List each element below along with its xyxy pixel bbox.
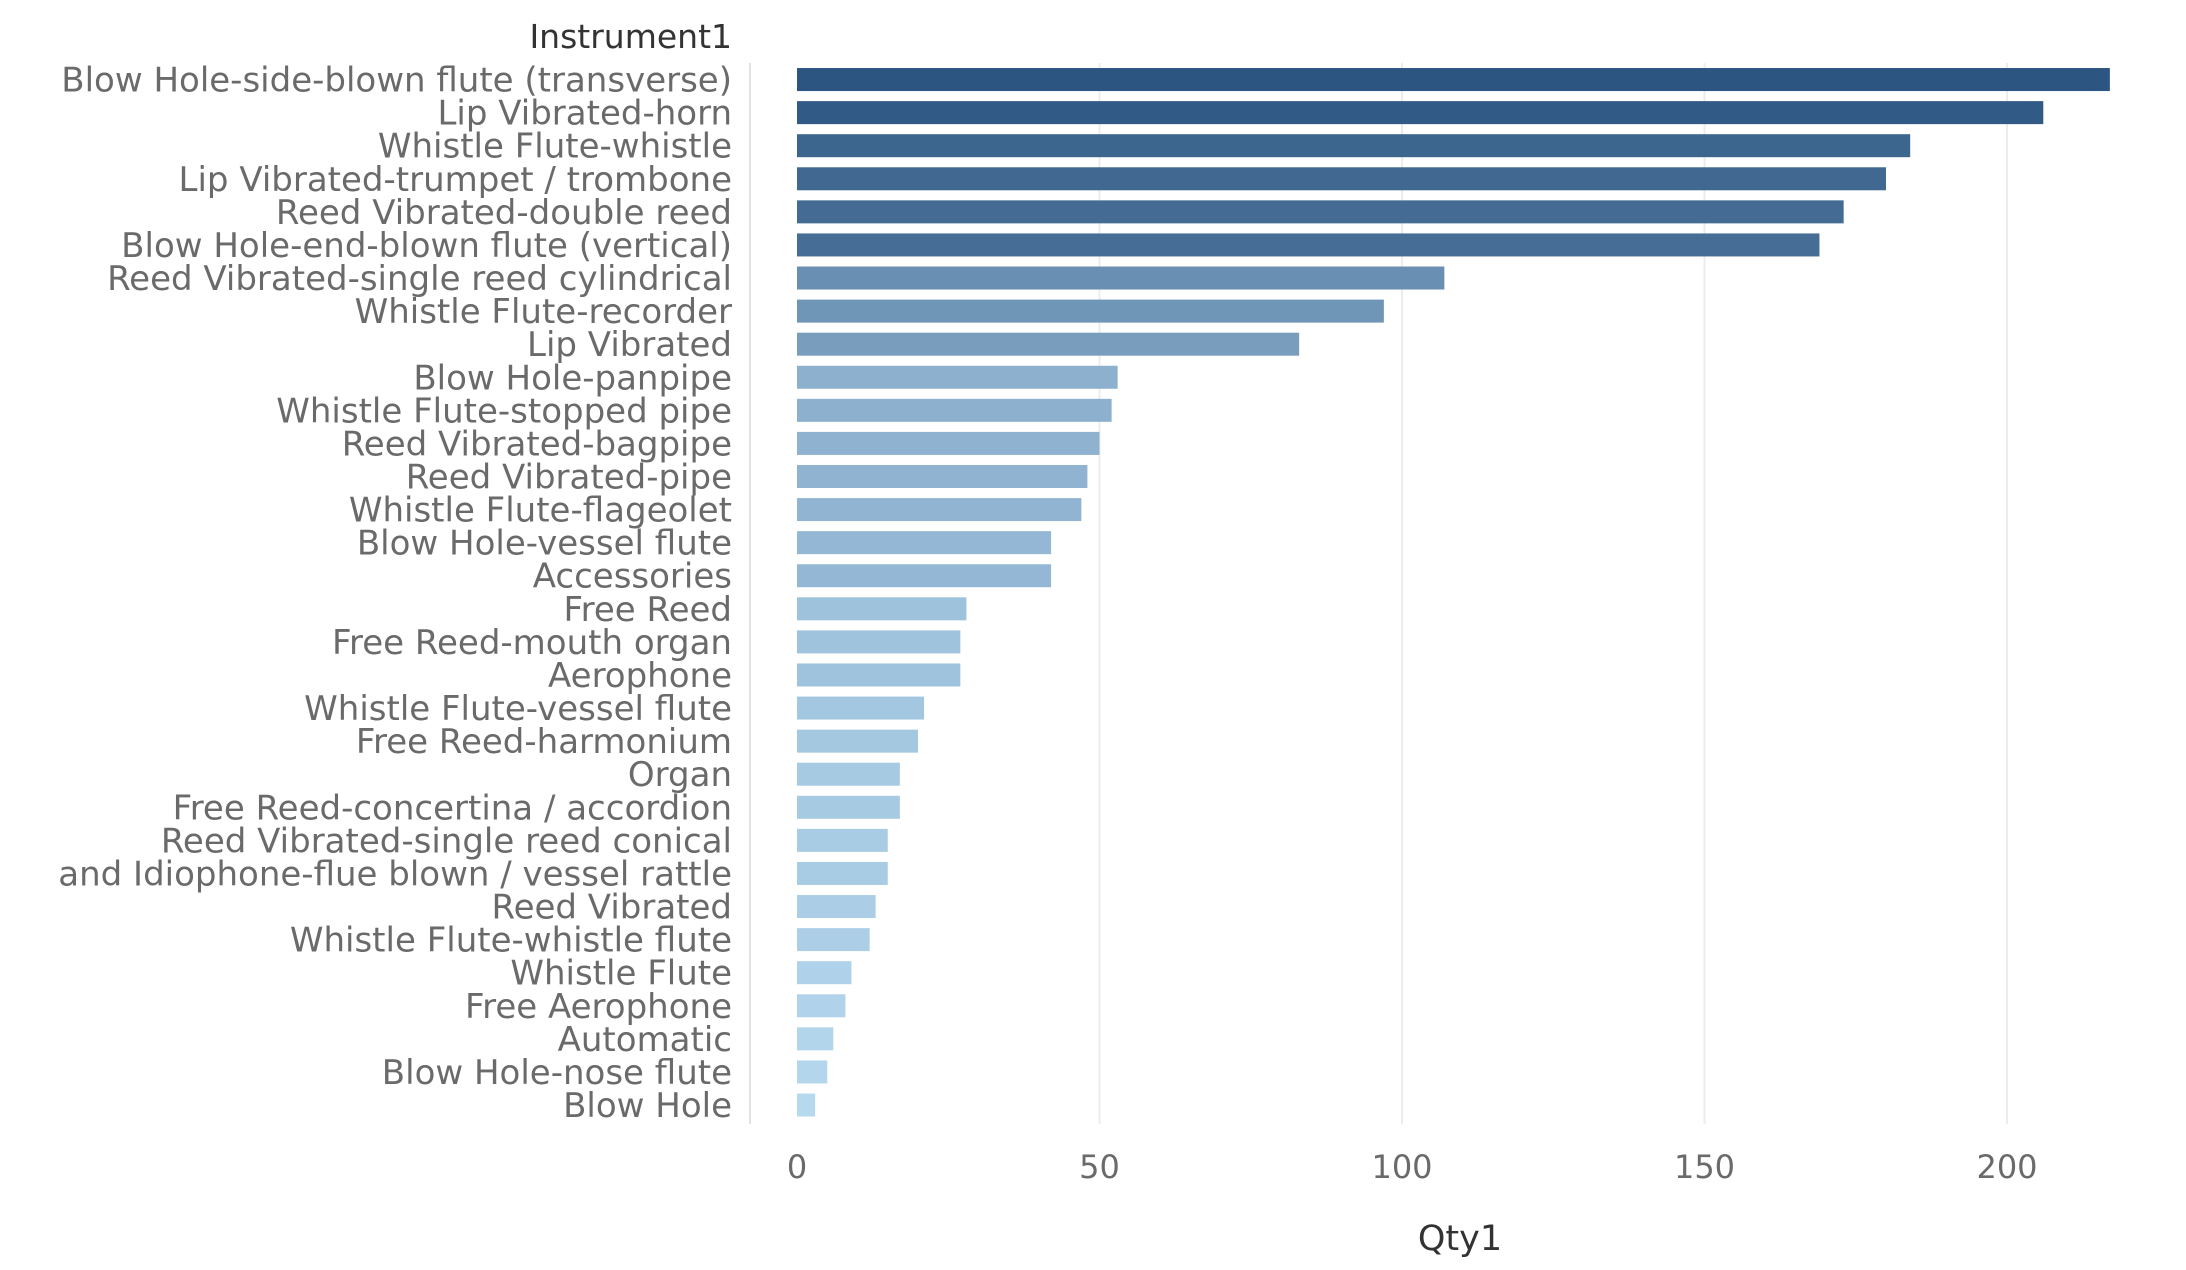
bar[interactable] [797,266,1445,290]
x-axis-title: Qty1 [1418,1219,1502,1259]
bar[interactable] [797,134,1911,158]
category-label: Lip Vibrated-trumpet / trombone [179,160,732,200]
category-label: Blow Hole-nose flute [382,1053,732,1093]
bar[interactable] [797,299,1384,323]
bar[interactable] [797,928,870,952]
category-label: Free Reed [564,590,732,630]
bar[interactable] [797,332,1300,356]
category-label: Free Reed-harmonium [356,722,732,762]
category-label: Free Aerophone [465,987,732,1027]
category-label: Blow Hole-vessel flute [357,524,732,564]
category-label: Blow Hole-end-blown flute (vertical) [121,226,732,266]
category-label: Aerophone [548,656,732,696]
category-label: Lip Vibrated [527,325,732,365]
bar[interactable] [797,68,2110,92]
category-label: Whistle Flute-vessel flute [304,689,732,729]
bar[interactable] [797,1027,834,1051]
bar[interactable] [797,961,852,985]
category-label: Reed Vibrated-double reed [276,193,732,233]
bar[interactable] [797,167,1886,191]
category-label: Blow Hole-side-blown flute (transverse) [61,61,732,101]
bar[interactable] [797,431,1100,455]
category-label: and Idiophone-flue blown / vessel rattle [58,854,732,894]
row-header-label: Instrument1 [529,17,732,56]
bar[interactable] [797,895,876,919]
x-tick-label: 50 [1079,1148,1120,1186]
x-tick-label: 150 [1674,1148,1735,1186]
bar[interactable] [797,795,900,819]
category-label: Whistle Flute-stopped pipe [276,391,732,431]
bar[interactable] [797,1093,816,1117]
category-label: Reed Vibrated-single reed conical [161,821,732,861]
category-label: Blow Hole-panpipe [413,358,732,398]
category-label: Reed Vibrated-single reed cylindrical [107,259,732,299]
category-label: Free Reed-concertina / accordion [173,788,732,828]
bar[interactable] [797,630,961,654]
bar[interactable] [797,1060,828,1084]
category-label: Blow Hole [563,1086,732,1126]
category-labels: Blow Hole-side-blown flute (transverse)L… [58,61,732,1126]
bar[interactable] [797,597,967,621]
category-label: Whistle Flute [510,954,732,994]
category-label: Whistle Flute-flageolet [349,491,732,531]
category-label: Reed Vibrated-bagpipe [342,424,732,464]
bar[interactable] [797,531,1052,555]
bar[interactable] [797,101,2044,125]
bar[interactable] [797,994,846,1018]
category-label: Accessories [533,557,732,597]
category-label: Whistle Flute-whistle [378,127,732,167]
x-tick-labels: 0 50 100 150 200 [787,1148,2038,1186]
category-label: Free Reed-mouth organ [332,623,732,663]
category-label: Whistle Flute-recorder [355,292,732,332]
bar[interactable] [797,365,1118,389]
bar[interactable] [797,861,888,885]
category-label: Whistle Flute-whistle flute [290,921,732,961]
category-label: Reed Vibrated [491,888,732,928]
category-label: Organ [628,755,732,795]
bar[interactable] [797,233,1820,257]
bars [797,68,2110,1117]
bar[interactable] [797,398,1112,422]
bar[interactable] [797,564,1052,588]
bar[interactable] [797,696,925,720]
x-tick-label: 200 [1976,1148,2037,1186]
bar[interactable] [797,663,961,687]
bar[interactable] [797,200,1844,224]
category-label: Lip Vibrated-horn [437,94,732,134]
bar[interactable] [797,465,1088,488]
x-tick-label: 0 [787,1148,807,1186]
bar[interactable] [797,828,888,852]
bar[interactable] [797,729,918,753]
category-label: Reed Vibrated-pipe [406,458,732,498]
bar[interactable] [797,762,900,786]
bar[interactable] [797,498,1082,522]
x-tick-label: 100 [1371,1148,1432,1186]
category-label: Automatic [558,1020,732,1060]
